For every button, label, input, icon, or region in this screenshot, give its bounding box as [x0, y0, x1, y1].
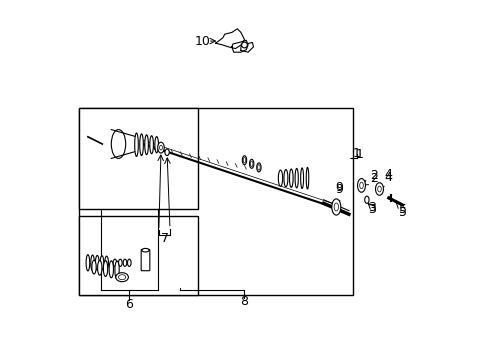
Ellipse shape: [134, 133, 138, 157]
Polygon shape: [241, 42, 253, 52]
Polygon shape: [231, 40, 247, 52]
Ellipse shape: [243, 158, 245, 163]
Ellipse shape: [250, 161, 252, 166]
Bar: [79, 108, 197, 209]
Text: 10: 10: [195, 35, 211, 48]
Text: 3: 3: [367, 203, 375, 216]
Ellipse shape: [294, 168, 298, 188]
Text: 8: 8: [240, 295, 248, 308]
Text: 4: 4: [384, 168, 392, 181]
Ellipse shape: [92, 260, 96, 274]
Ellipse shape: [116, 273, 128, 282]
Ellipse shape: [142, 248, 149, 252]
Ellipse shape: [364, 196, 368, 203]
Text: 6: 6: [125, 298, 133, 311]
Ellipse shape: [100, 256, 103, 270]
Text: 2: 2: [362, 172, 377, 185]
Ellipse shape: [257, 165, 260, 170]
FancyBboxPatch shape: [141, 249, 149, 271]
Ellipse shape: [127, 259, 131, 266]
Ellipse shape: [305, 167, 308, 189]
Text: 5: 5: [395, 203, 406, 216]
Ellipse shape: [375, 183, 383, 195]
Bar: [79, 108, 352, 295]
Polygon shape: [215, 29, 244, 49]
Ellipse shape: [278, 170, 282, 186]
Ellipse shape: [242, 156, 246, 165]
Ellipse shape: [333, 203, 338, 211]
Ellipse shape: [104, 256, 108, 269]
Ellipse shape: [113, 259, 117, 266]
Text: 1: 1: [350, 148, 363, 161]
Bar: [79, 216, 197, 295]
Ellipse shape: [109, 261, 113, 278]
Ellipse shape: [103, 261, 107, 276]
Ellipse shape: [95, 256, 99, 270]
Ellipse shape: [377, 186, 381, 192]
Text: 1: 1: [352, 147, 360, 160]
Circle shape: [241, 42, 247, 48]
Ellipse shape: [249, 159, 253, 168]
Ellipse shape: [300, 168, 303, 189]
Ellipse shape: [159, 145, 162, 150]
Ellipse shape: [140, 134, 143, 156]
Ellipse shape: [289, 169, 292, 188]
Ellipse shape: [331, 199, 340, 215]
Text: 2: 2: [369, 169, 377, 182]
Ellipse shape: [284, 170, 287, 187]
Text: 3: 3: [367, 201, 375, 213]
Ellipse shape: [158, 142, 164, 153]
Ellipse shape: [123, 259, 126, 266]
Ellipse shape: [256, 163, 261, 172]
Ellipse shape: [149, 136, 153, 154]
Ellipse shape: [91, 255, 94, 271]
Ellipse shape: [357, 179, 365, 192]
Ellipse shape: [118, 259, 122, 266]
Text: 5: 5: [398, 206, 406, 219]
Ellipse shape: [164, 149, 169, 156]
Text: 4: 4: [378, 171, 392, 189]
Ellipse shape: [115, 261, 119, 279]
Text: 9: 9: [335, 181, 343, 194]
Ellipse shape: [155, 137, 158, 153]
Text: 9: 9: [334, 183, 343, 205]
Ellipse shape: [86, 255, 89, 271]
Ellipse shape: [359, 182, 363, 189]
Ellipse shape: [118, 275, 125, 280]
Ellipse shape: [98, 261, 102, 275]
Ellipse shape: [111, 130, 125, 158]
Text: 7: 7: [160, 232, 168, 245]
Ellipse shape: [144, 135, 148, 155]
